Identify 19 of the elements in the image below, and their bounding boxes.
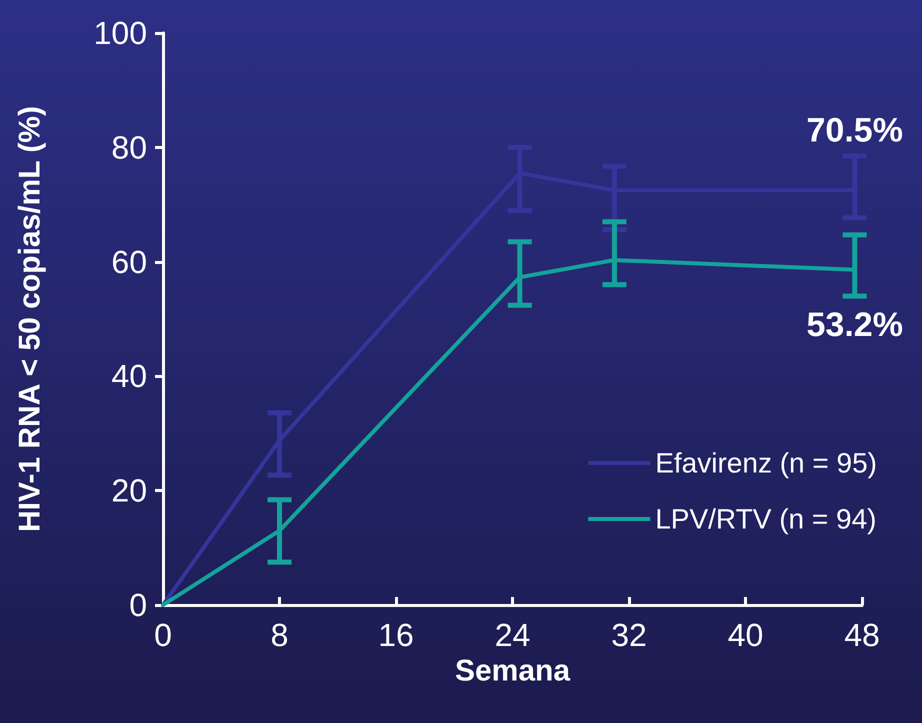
x-tick-label: 0 bbox=[154, 617, 172, 653]
x-tick-label: 8 bbox=[270, 617, 288, 653]
y-tick-label: 60 bbox=[111, 244, 147, 280]
annotation: 53.2% bbox=[806, 306, 903, 344]
annotation: 70.5% bbox=[806, 111, 903, 150]
legend-label: Efavirenz (n = 95) bbox=[655, 448, 878, 478]
x-tick-label: 48 bbox=[844, 617, 880, 653]
x-axis-title: Semana bbox=[454, 654, 570, 688]
y-tick-label: 40 bbox=[111, 358, 147, 394]
y-tick-label: 20 bbox=[111, 472, 147, 509]
x-tick-label: 40 bbox=[728, 617, 764, 653]
y-tick-label: 0 bbox=[129, 587, 147, 623]
x-tick-label: 16 bbox=[378, 617, 414, 653]
x-tick-label: 24 bbox=[494, 617, 530, 653]
x-tick-label: 32 bbox=[611, 617, 647, 653]
legend-label: LPV/RTV (n = 94) bbox=[655, 504, 876, 534]
y-tick-label: 100 bbox=[94, 15, 147, 51]
y-tick-label: 80 bbox=[111, 129, 147, 166]
y-axis-title: HIV-1 RNA < 50 copias/mL (%) bbox=[14, 106, 46, 532]
